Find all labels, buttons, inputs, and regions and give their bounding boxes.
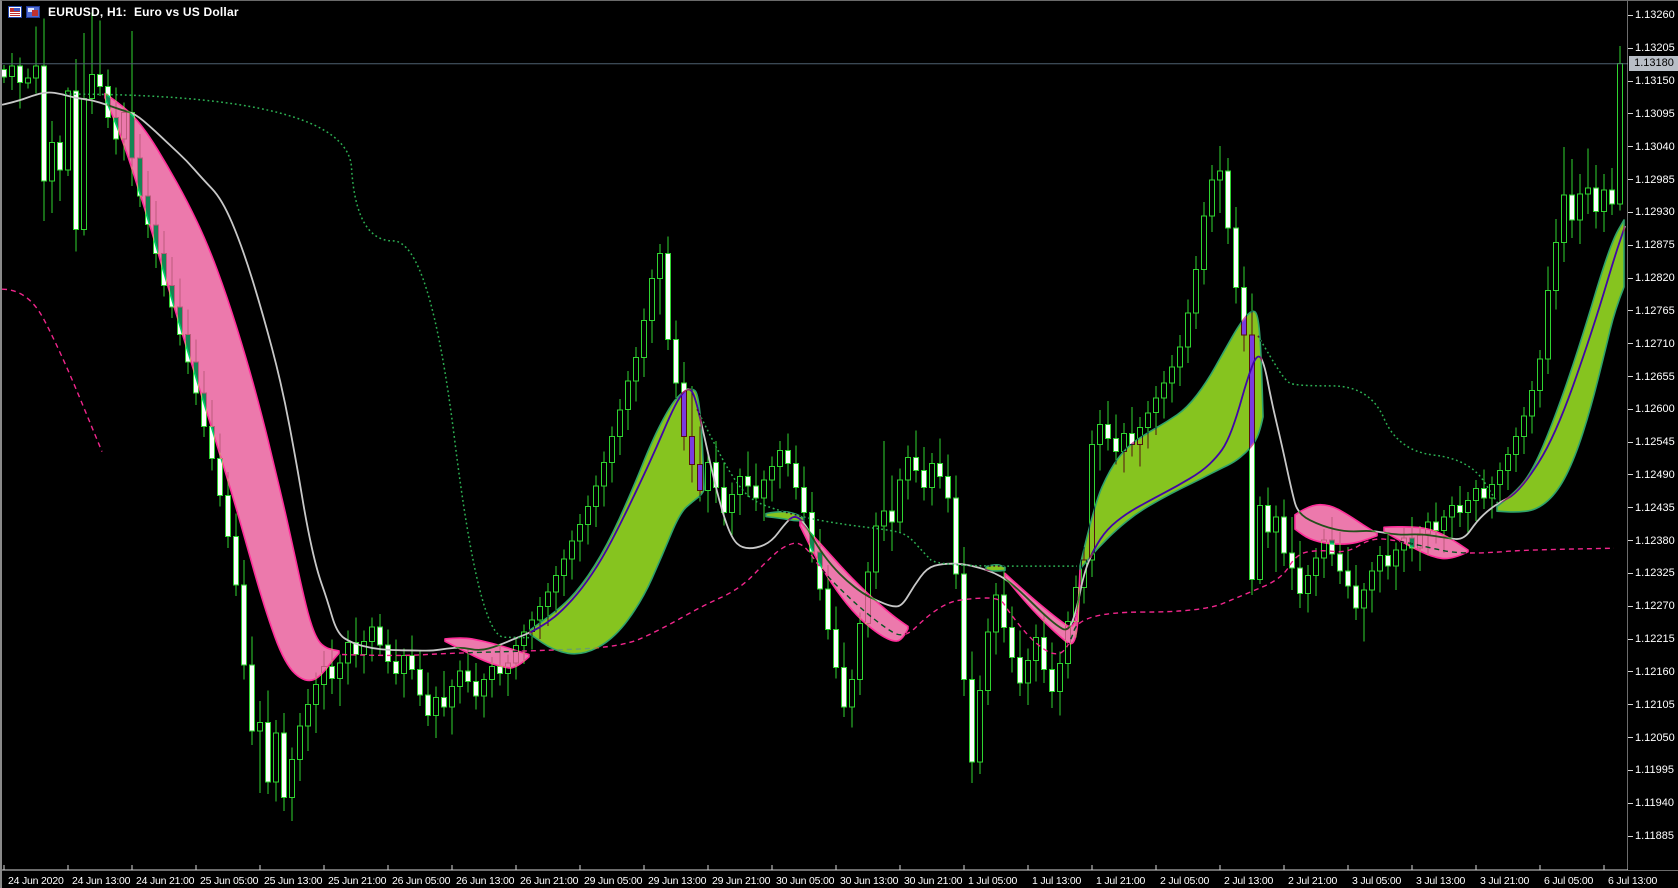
dotted-upper-line bbox=[64, 93, 530, 639]
price-axis-label: 1.12710 bbox=[1628, 338, 1678, 351]
time-axis-label: 29 Jun 21:00 bbox=[712, 875, 771, 887]
ribbon-bear bbox=[444, 637, 530, 669]
price-axis-label: 1.12435 bbox=[1628, 502, 1678, 515]
time-axis-label: 24 Jun 13:00 bbox=[72, 875, 131, 887]
time-axis-label: 24 Jun 21:00 bbox=[136, 875, 195, 887]
time-axis-label: 6 Jul 13:00 bbox=[1608, 875, 1658, 887]
time-axis-label: 3 Jul 21:00 bbox=[1480, 875, 1530, 887]
price-axis-label: 1.12490 bbox=[1628, 469, 1678, 482]
ribbon-bull bbox=[1079, 310, 1264, 570]
ribbon-bull bbox=[1496, 219, 1625, 513]
price-axis-label: 1.13260 bbox=[1628, 9, 1678, 22]
time-axis-label: 26 Jun 05:00 bbox=[392, 875, 451, 887]
price-axis-label: 1.12105 bbox=[1628, 699, 1678, 712]
time-axis-label: 29 Jun 13:00 bbox=[648, 875, 707, 887]
price-axis[interactable]: 1.13180 1.13260 1.13205 1.13150 1.13095 1.13… bbox=[1628, 1, 1678, 870]
dotted-upper-line bbox=[1257, 335, 1500, 506]
dotted-lower-line bbox=[2, 288, 103, 452]
time-axis-label: 2 Jul 05:00 bbox=[1160, 875, 1210, 887]
time-axis-label: 26 Jun 13:00 bbox=[456, 875, 515, 887]
ribbon-bear bbox=[1383, 526, 1469, 560]
time-axis-label: 6 Jul 05:00 bbox=[1544, 875, 1594, 887]
price-axis-label: 1.12600 bbox=[1628, 403, 1678, 416]
time-axis-label: 3 Jul 13:00 bbox=[1416, 875, 1466, 887]
price-axis-label: 1.13205 bbox=[1628, 42, 1678, 55]
time-axis-label: 26 Jun 21:00 bbox=[520, 875, 579, 887]
price-axis-label: 1.12160 bbox=[1628, 666, 1678, 679]
ribbon-bear bbox=[799, 520, 909, 642]
price-axis-label: 1.12215 bbox=[1628, 633, 1678, 646]
price-axis-label: 1.13040 bbox=[1628, 141, 1678, 154]
dotted-lower-line bbox=[341, 538, 1615, 657]
price-axis-label: 1.12875 bbox=[1628, 239, 1678, 252]
time-axis-label: 2 Jul 13:00 bbox=[1224, 875, 1274, 887]
time-axis-label: 29 Jun 05:00 bbox=[584, 875, 643, 887]
time-axis-label: 24 Jun 2020 bbox=[8, 875, 64, 887]
time-axis-label: 30 Jun 21:00 bbox=[904, 875, 963, 887]
depth-of-market-icon[interactable] bbox=[8, 6, 22, 18]
time-axis-label: 1 Jul 05:00 bbox=[968, 875, 1018, 887]
ribbons-layer bbox=[104, 92, 1625, 682]
time-axis-label: 1 Jul 21:00 bbox=[1096, 875, 1146, 887]
price-axis-label: 1.11995 bbox=[1628, 764, 1678, 777]
time-axis-label: 25 Jun 05:00 bbox=[200, 875, 259, 887]
price-axis-label: 1.12545 bbox=[1628, 436, 1678, 449]
price-axis-label: 1.12930 bbox=[1628, 206, 1678, 219]
chart-symbol-title: EURUSD, H1: Euro vs US Dollar bbox=[48, 5, 239, 19]
ribbon-bear bbox=[1294, 503, 1378, 545]
time-axis-label: 30 Jun 13:00 bbox=[840, 875, 899, 887]
chart-window-icon[interactable] bbox=[26, 6, 40, 18]
time-axis-label: 30 Jun 05:00 bbox=[776, 875, 835, 887]
time-axis-label: 25 Jun 13:00 bbox=[264, 875, 323, 887]
price-axis-label: 1.12325 bbox=[1628, 567, 1678, 580]
ribbon-bull bbox=[985, 564, 1006, 572]
time-axis[interactable]: 24 Jun 2020 24 Jun 13:00 24 Jun 21:00 25 Ju… bbox=[2, 871, 1678, 888]
ribbon-bear bbox=[1004, 568, 1081, 645]
time-axis-label: 1 Jul 13:00 bbox=[1032, 875, 1082, 887]
ma-line bbox=[2, 91, 1626, 652]
price-axis-label: 1.12765 bbox=[1628, 305, 1678, 318]
price-axis-label: 1.12655 bbox=[1628, 371, 1678, 384]
price-axis-label: 1.12985 bbox=[1628, 174, 1678, 187]
ribbon-bull bbox=[765, 510, 805, 522]
dotted-upper-line bbox=[696, 408, 1077, 567]
price-axis-label: 1.13095 bbox=[1628, 108, 1678, 121]
price-axis-label: 1.11940 bbox=[1628, 797, 1678, 810]
chart-title-overlay: EURUSD, H1: Euro vs US Dollar bbox=[8, 5, 239, 19]
time-axis-label: 2 Jul 21:00 bbox=[1288, 875, 1338, 887]
time-axis-label: 3 Jul 05:00 bbox=[1352, 875, 1402, 887]
ribbon-bull bbox=[529, 388, 705, 655]
price-axis-label: 1.12380 bbox=[1628, 535, 1678, 548]
price-axis-label: 1.12270 bbox=[1628, 600, 1678, 613]
ribbon-bear bbox=[104, 92, 340, 682]
current-price-value: 1.13180 bbox=[1634, 57, 1674, 70]
price-axis-label: 1.12820 bbox=[1628, 272, 1678, 285]
price-axis-label: 1.11885 bbox=[1628, 830, 1678, 843]
time-axis-label: 25 Jun 21:00 bbox=[328, 875, 387, 887]
current-price-box: 1.13180 bbox=[1629, 56, 1678, 72]
price-axis-label: 1.12050 bbox=[1628, 732, 1678, 745]
price-axis-label: 1.13150 bbox=[1628, 75, 1678, 88]
